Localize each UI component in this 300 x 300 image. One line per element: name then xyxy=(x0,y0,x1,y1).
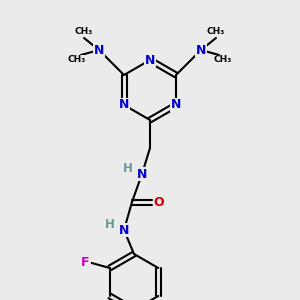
Text: CH₃: CH₃ xyxy=(207,28,225,37)
Text: H: H xyxy=(123,163,133,176)
Text: N: N xyxy=(145,53,155,67)
Text: O: O xyxy=(154,196,164,208)
Text: N: N xyxy=(137,167,147,181)
Text: N: N xyxy=(196,44,206,56)
Text: N: N xyxy=(171,98,181,112)
Text: CH₃: CH₃ xyxy=(68,56,86,64)
Text: F: F xyxy=(80,256,89,269)
Text: N: N xyxy=(119,98,129,112)
Text: H: H xyxy=(105,218,115,232)
Text: N: N xyxy=(119,224,129,236)
Text: CH₃: CH₃ xyxy=(75,28,93,37)
Text: N: N xyxy=(94,44,104,56)
Text: CH₃: CH₃ xyxy=(214,56,232,64)
